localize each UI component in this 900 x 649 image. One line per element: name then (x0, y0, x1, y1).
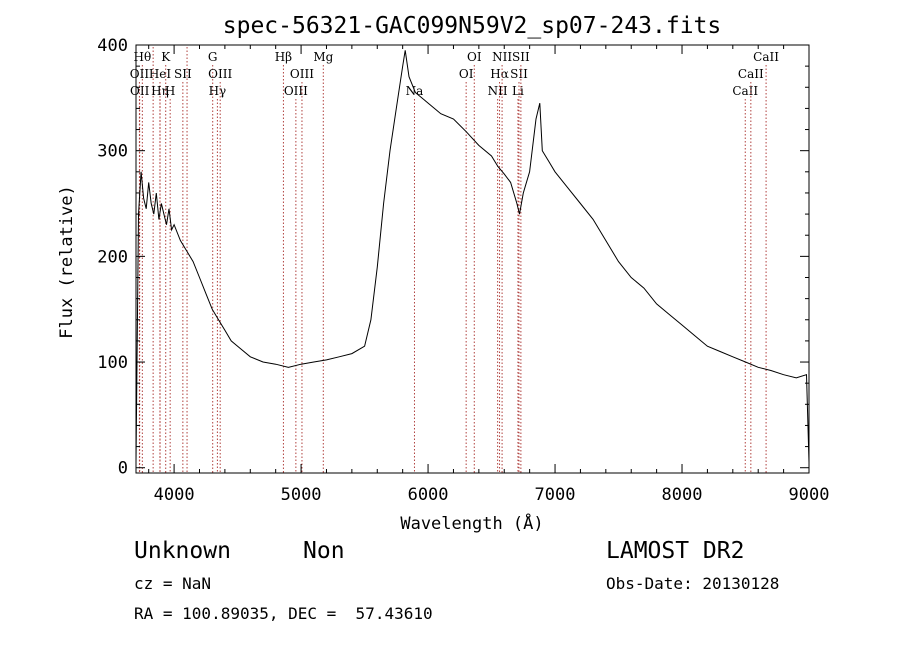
y-axis: 0 100 200 300 400 (97, 36, 809, 479)
reference-line-label: CaII (753, 50, 779, 64)
reference-line-label: OII (130, 84, 150, 98)
y-tick-label: 200 (97, 247, 128, 267)
reference-line-label: Hγ (209, 84, 227, 98)
reference-lines: HθOIIOIIHeIHηKHSIIGHγOIIIHβOIIIOIIIMgNaO… (130, 47, 779, 473)
y-tick-label: 400 (97, 36, 128, 56)
reference-line-label: Hβ (275, 50, 292, 64)
x-tick-label: 5000 (281, 485, 322, 505)
object-subclass: Non (303, 538, 345, 564)
y-tick-label: 100 (97, 353, 128, 373)
reference-line-label: NII (488, 84, 508, 98)
reference-line-label: OIII (284, 84, 308, 98)
reference-line-label: HeI (149, 67, 172, 81)
reference-line-label: NII (492, 50, 512, 64)
reference-line-label: OIII (290, 67, 314, 81)
reference-line-label: OI (467, 50, 482, 64)
object-class: Unknown (134, 538, 231, 564)
x-tick-label: 7000 (535, 485, 576, 505)
x-axis: 4000 5000 6000 7000 8000 9000 (148, 45, 830, 505)
survey-name: LAMOST DR2 (606, 538, 745, 564)
reference-line-label: CaII (732, 84, 758, 98)
redshift-cz: cz = NaN (134, 574, 212, 593)
reference-line-label: Li (512, 84, 524, 98)
reference-line-label: Hθ (133, 50, 151, 64)
x-tick-label: 8000 (662, 485, 703, 505)
x-tick-label: 4000 (154, 485, 195, 505)
x-axis-label: Wavelength (Å) (400, 512, 543, 534)
y-tick-label: 300 (97, 142, 128, 162)
reference-line-label: OI (459, 67, 474, 81)
spectrum-line (135, 50, 810, 463)
reference-line-label: Hη (151, 84, 169, 98)
x-tick-label: 9000 (789, 485, 830, 505)
reference-line-label: SII (510, 67, 528, 81)
y-tick-label: 0 (118, 459, 128, 479)
reference-line-label: G (208, 50, 218, 64)
coordinates: RA = 100.89035, DEC = 57.43610 (134, 604, 433, 623)
reference-line-label: K (161, 50, 171, 64)
reference-line-label: SII (174, 67, 192, 81)
x-tick-label: 6000 (408, 485, 449, 505)
reference-line-label: H (165, 84, 175, 98)
reference-line-label: Mg (313, 50, 333, 64)
y-axis-label: Flux (relative) (57, 185, 77, 339)
reference-line-label: OII (130, 67, 150, 81)
chart-title: spec-56321-GAC099N59V2_sp07-243.fits (223, 13, 722, 39)
reference-line-label: CaII (738, 67, 764, 81)
reference-line-label: OIII (208, 67, 232, 81)
plot-frame (135, 44, 810, 474)
reference-line-label: Hα (490, 67, 509, 81)
reference-line-label: SII (512, 50, 530, 64)
obs-date: Obs-Date: 20130128 (606, 574, 780, 593)
